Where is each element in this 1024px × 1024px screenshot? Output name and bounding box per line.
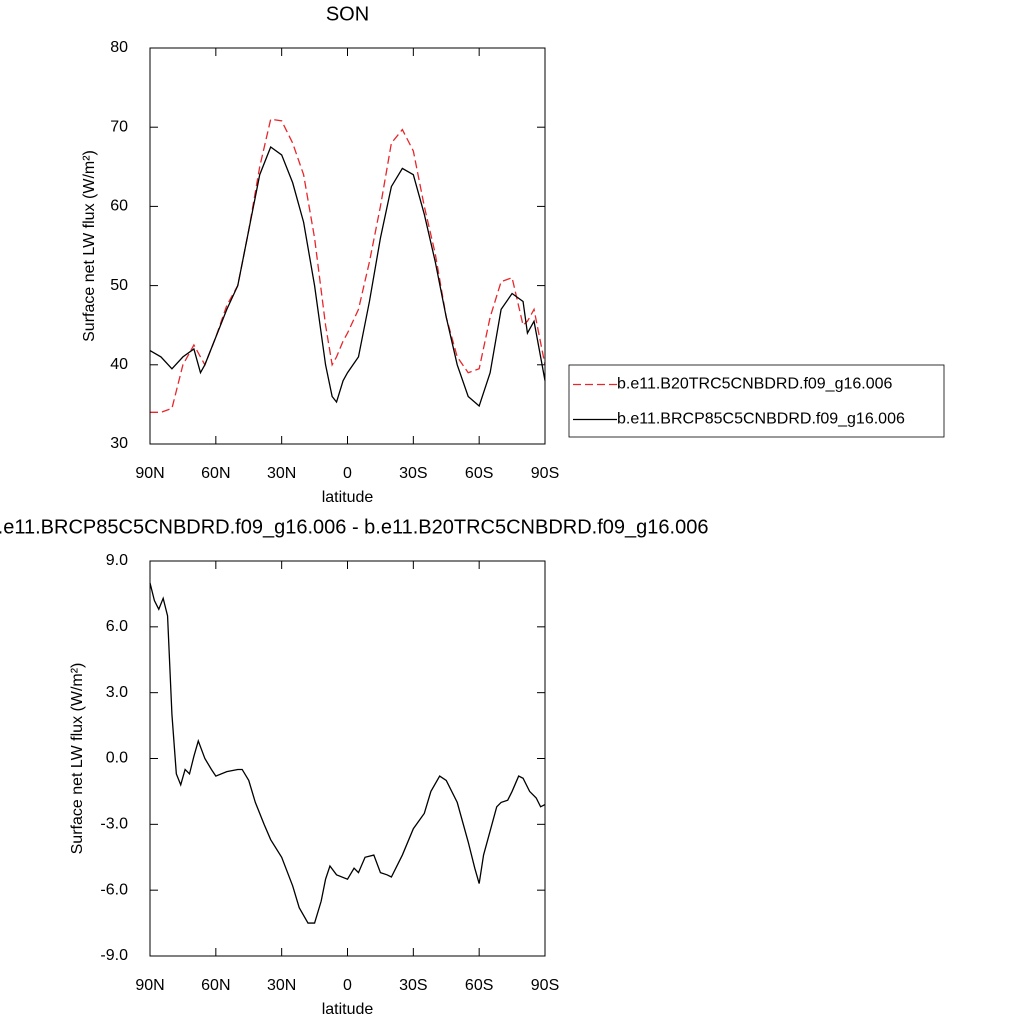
chart-title: SON	[326, 3, 369, 25]
x-axis-label: latitude	[322, 489, 374, 506]
data-line	[150, 118, 546, 413]
legend-box	[568, 364, 945, 438]
y-tick-label: 9.0	[106, 552, 128, 569]
y-tick-label: -3.0	[100, 816, 128, 833]
y-tick-label: 3.0	[106, 684, 128, 701]
x-tick-label: 30N	[267, 977, 296, 994]
y-tick-label: 60	[110, 198, 128, 215]
data-line	[149, 145, 546, 408]
x-tick-label: 30N	[267, 465, 296, 482]
x-tick-label: 0	[343, 465, 352, 482]
y-tick-label: -6.0	[100, 881, 128, 898]
x-tick-label: 90N	[135, 977, 164, 994]
x-tick-label: 30S	[399, 465, 427, 482]
y-axis-label: Surface net LW flux (W/m²)	[81, 150, 98, 342]
plot-frame	[149, 560, 546, 957]
y-tick-label: 40	[110, 356, 128, 373]
x-tick-label: 90S	[531, 465, 559, 482]
plot-frame	[149, 47, 546, 445]
legend-label: b.e11.B20TRC5CNBDRD.f09_g16.006	[617, 376, 893, 393]
y-tick-label: 6.0	[106, 618, 128, 635]
y-tick-label: 70	[110, 118, 128, 135]
x-tick-label: 0	[343, 977, 352, 994]
x-tick-label: 60N	[201, 465, 230, 482]
x-tick-label: 60S	[465, 465, 493, 482]
data-line	[149, 582, 546, 924]
x-tick-label: 30S	[399, 977, 427, 994]
y-tick-label: 0.0	[106, 750, 128, 767]
y-axis-label: Surface net LW flux (W/m²)	[69, 663, 86, 855]
x-tick-label: 90S	[531, 977, 559, 994]
y-tick-label: -9.0	[100, 947, 128, 964]
x-axis-label: latitude	[322, 1001, 374, 1018]
y-tick-label: 30	[110, 435, 128, 452]
x-tick-label: 60S	[465, 977, 493, 994]
y-tick-label: 50	[110, 277, 128, 294]
x-tick-label: 60N	[201, 977, 230, 994]
chart-title: b.e11.BRCP85C5CNBDRD.f09_g16.006 - b.e11…	[0, 516, 708, 538]
x-tick-label: 90N	[135, 465, 164, 482]
y-tick-label: 80	[110, 39, 128, 56]
legend-label: b.e11.BRCP85C5CNBDRD.f09_g16.006	[617, 411, 905, 428]
